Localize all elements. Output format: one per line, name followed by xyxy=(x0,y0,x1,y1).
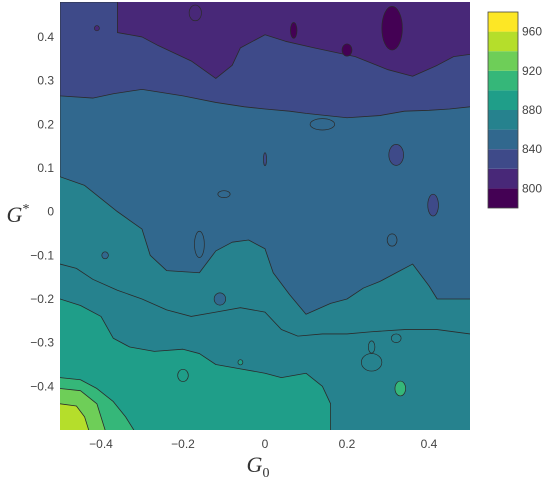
x-tick-label: −0.4 xyxy=(89,437,113,451)
colorbar-tick-label: 880 xyxy=(522,103,542,117)
colorbar xyxy=(487,11,519,209)
contour-island xyxy=(427,193,439,217)
y-tick-label: −0.4 xyxy=(30,379,54,393)
colorbar-swatch xyxy=(488,70,518,91)
x-tick-label: 0.4 xyxy=(421,437,438,451)
contour-island xyxy=(290,22,298,39)
y-tick-label: 0.2 xyxy=(37,117,54,131)
contour-island xyxy=(237,359,244,366)
colorbar-swatch xyxy=(488,110,518,130)
contour-island xyxy=(309,118,336,131)
colorbar-swatch xyxy=(488,168,518,189)
colorbar-swatch xyxy=(488,90,518,110)
contour-island xyxy=(194,230,205,258)
x-axis-ticks: −0.4 −0.2 0 0.2 0.4 xyxy=(89,437,438,451)
colorbar-ticks: 800 840 880 920 960 xyxy=(522,25,542,196)
y-tick-label: −0.1 xyxy=(30,248,54,262)
contour-island xyxy=(341,43,353,57)
contour-island xyxy=(386,233,398,247)
contour-island xyxy=(381,6,403,51)
y-tick-label: 0.4 xyxy=(37,30,54,44)
contour-region-900 xyxy=(60,298,331,430)
y-tick-label: 0.1 xyxy=(37,161,54,175)
contour-region-820 xyxy=(60,2,470,79)
colorbar-frame xyxy=(487,11,519,209)
contour-island xyxy=(367,340,376,354)
y-axis-ticks: 0.4 0.3 0.2 0.1 0 −0.1 −0.2 −0.3 −0.4 xyxy=(30,30,54,393)
y-tick-label: 0.3 xyxy=(37,74,54,88)
colorbar-tick-label: 800 xyxy=(522,181,542,195)
y-tick-label: 0 xyxy=(47,205,54,219)
contour-region-960 xyxy=(60,403,90,430)
contour-island xyxy=(188,4,202,22)
contour-island xyxy=(263,152,267,167)
colorbar-swatch xyxy=(488,51,518,71)
colorbar-swatch xyxy=(488,129,518,150)
colorbar-swatch xyxy=(488,12,518,32)
contour-island xyxy=(388,144,404,166)
x-tick-label: 0 xyxy=(262,437,269,451)
colorbar-swatch xyxy=(488,149,518,169)
contour-island xyxy=(394,380,406,397)
contour-island xyxy=(361,353,383,372)
y-tick-label: −0.2 xyxy=(30,292,54,306)
y-axis-title: G* xyxy=(7,202,30,227)
contour-line-880 xyxy=(60,263,470,337)
x-tick-label: 0.2 xyxy=(339,437,356,451)
contour-island xyxy=(101,251,109,260)
colorbar-tick-label: 960 xyxy=(522,25,542,39)
x-tick-label: −0.2 xyxy=(171,437,195,451)
colorbar-swatch xyxy=(488,31,518,52)
contour-island xyxy=(94,25,100,32)
colorbar-tick-label: 920 xyxy=(522,64,542,78)
contour-island xyxy=(177,368,189,382)
plot-area[interactable] xyxy=(55,0,475,435)
x-axis-title: G0 xyxy=(247,452,270,481)
colorbar-tick-label: 840 xyxy=(522,142,542,156)
colorbar-swatch xyxy=(488,188,518,208)
contour-island xyxy=(390,333,402,344)
y-tick-label: −0.3 xyxy=(30,336,54,350)
contour-island xyxy=(213,292,226,306)
contour-island xyxy=(217,190,231,199)
